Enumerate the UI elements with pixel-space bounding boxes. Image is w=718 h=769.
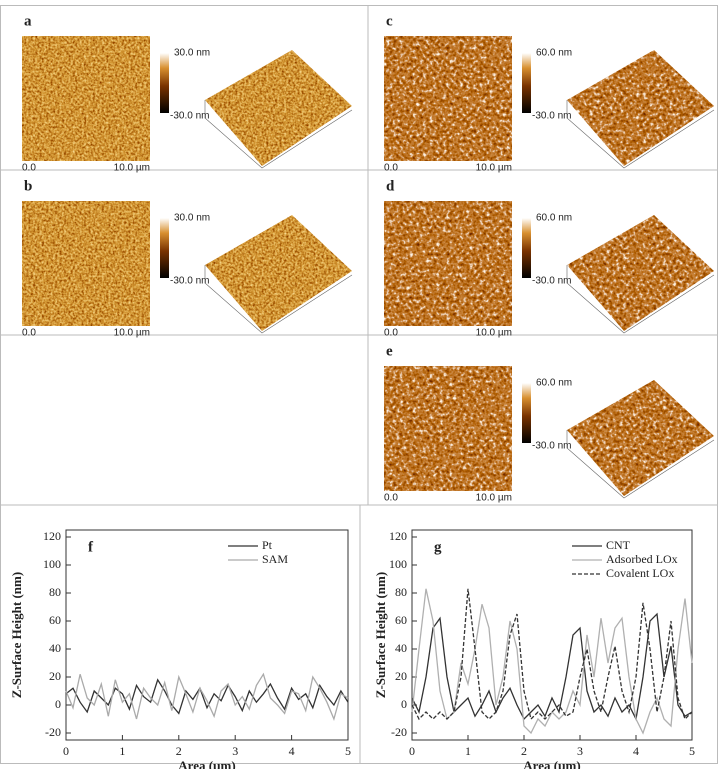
afm-image [384, 366, 512, 491]
x-tick-label: 2 [176, 744, 182, 758]
scale-max: 60.0 nm [536, 213, 572, 224]
scale-min: -30.0 nm [532, 111, 571, 122]
panel-label: c [386, 13, 393, 29]
y-tick-label: 120 [389, 529, 407, 543]
x-tick-label: 2 [521, 744, 527, 758]
x-start: 0.0 [384, 493, 398, 504]
scale-max: 60.0 nm [536, 48, 572, 59]
x-start: 0.0 [22, 163, 36, 174]
x-tick-label: 1 [119, 744, 125, 758]
panel-label: b [24, 178, 32, 194]
x-tick-label: 0 [409, 744, 415, 758]
x-tick-label: 3 [232, 744, 238, 758]
color-bar [160, 218, 169, 278]
x-start: 0.0 [384, 328, 398, 339]
y-tick-label: 120 [43, 529, 61, 543]
afm-image [384, 36, 512, 161]
afm-panel: d 60.0 nm -30.0 nm 0.0 10.0 µm [384, 178, 717, 338]
afm-surface-3d [567, 378, 717, 498]
x-start: 0.0 [22, 328, 36, 339]
color-bar [522, 53, 531, 113]
series-line [412, 614, 692, 719]
x-end: 10.0 µm [476, 163, 512, 174]
y-tick-label: 20 [395, 669, 407, 683]
legend-label: Adsorbed LOx [606, 552, 678, 566]
y-tick-label: 60 [395, 613, 407, 627]
afm-surface-3d [567, 213, 717, 333]
x-end: 10.0 µm [114, 328, 150, 339]
y-tick-label: -20 [391, 725, 407, 739]
legend-label: SAM [262, 552, 288, 566]
y-tick-label: 40 [395, 641, 407, 655]
y-tick-label: 20 [49, 669, 61, 683]
color-bar [522, 383, 531, 443]
y-tick-label: -20 [45, 725, 61, 739]
panel-label: e [386, 343, 393, 359]
y-axis-label: Z-Surface Height (nm) [9, 572, 24, 698]
panel-label: d [386, 178, 395, 194]
x-end: 10.0 µm [114, 163, 150, 174]
x-end: 10.0 µm [476, 493, 512, 504]
figure: a 30.0 nm -30.0 nm 0.0 10.0 µm b 30.0 nm -30.0 … [0, 0, 718, 769]
afm-panel: e 60.0 nm -30.0 nm 0.0 10.0 µm [384, 343, 717, 503]
scale-max: 30.0 nm [174, 48, 210, 59]
afm-surface-3d [205, 48, 355, 168]
x-tick-label: 5 [345, 744, 351, 758]
x-tick-label: 3 [577, 744, 583, 758]
scale-min: -30.0 nm [170, 111, 209, 122]
afm-panel: a 30.0 nm -30.0 nm 0.0 10.0 µm [22, 13, 355, 173]
color-bar [522, 218, 531, 278]
x-axis-label: Area (µm) [178, 758, 235, 769]
x-tick-label: 4 [289, 744, 295, 758]
color-bar [160, 53, 169, 113]
y-tick-label: 0 [55, 697, 61, 711]
x-start: 0.0 [384, 163, 398, 174]
afm-panels: a 30.0 nm -30.0 nm 0.0 10.0 µm b 30.0 nm -30.0 … [22, 13, 717, 503]
legend-label: Covalent LOx [606, 566, 674, 580]
y-tick-label: 60 [49, 613, 61, 627]
scale-max: 30.0 nm [174, 213, 210, 224]
x-tick-label: 4 [633, 744, 639, 758]
afm-surface-3d [567, 48, 717, 168]
y-tick-label: 80 [49, 585, 61, 599]
series-line [66, 674, 348, 719]
afm-image [22, 36, 150, 161]
afm-panel: c 60.0 nm -30.0 nm 0.0 10.0 µm [384, 13, 717, 173]
panel-label: f [88, 539, 94, 555]
y-axis-label: Z-Surface Height (nm) [373, 572, 388, 698]
y-tick-label: 40 [49, 641, 61, 655]
y-tick-label: 100 [43, 557, 61, 571]
afm-image [22, 201, 150, 326]
legend-label: CNT [606, 538, 631, 552]
afm-surface-3d [205, 213, 355, 333]
scale-min: -30.0 nm [532, 276, 571, 287]
x-tick-label: 5 [689, 744, 695, 758]
x-tick-label: 0 [63, 744, 69, 758]
scale-max: 60.0 nm [536, 378, 572, 389]
y-tick-label: 80 [395, 585, 407, 599]
scale-min: -30.0 nm [532, 441, 571, 452]
legend-label: Pt [262, 538, 273, 552]
y-tick-label: 0 [401, 697, 407, 711]
panel-label: a [24, 13, 32, 29]
afm-image [384, 201, 512, 326]
afm-panel: b 30.0 nm -30.0 nm 0.0 10.0 µm [22, 178, 355, 338]
scale-min: -30.0 nm [170, 276, 209, 287]
x-axis-label: Area (µm) [523, 758, 580, 769]
panel-label: g [434, 539, 442, 555]
y-tick-label: 100 [389, 557, 407, 571]
x-tick-label: 1 [465, 744, 471, 758]
x-end: 10.0 µm [476, 328, 512, 339]
